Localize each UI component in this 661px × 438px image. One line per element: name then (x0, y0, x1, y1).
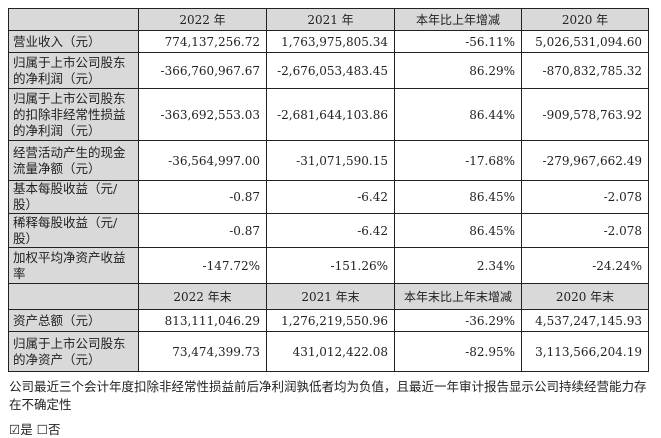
cell-value: -363,692,553.03 (138, 88, 267, 141)
cell-value: -870,832,785.32 (521, 52, 649, 89)
cell-value: -0.87 (138, 180, 267, 214)
cell-value: 86.44% (394, 88, 522, 141)
table-row: 营业收入（元） 774,137,256.72 1,763,975,805.34 -56… (8, 30, 649, 53)
row-label: 归属于上市公司股东的净利润（元） (8, 52, 139, 89)
cell-value: 5,026,531,094.60 (521, 30, 649, 53)
checked-box-icon[interactable]: ☑ (9, 422, 21, 437)
cell-value: -56.11% (394, 30, 522, 53)
cell-value: 431,012,422.08 (266, 331, 395, 372)
cell-value: -6.42 (266, 180, 395, 214)
column-header: 2021 年末 (266, 283, 395, 310)
cell-value: 86.45% (394, 213, 522, 248)
header-row: 2022 年末 2021 年末 本年末比上年末增减 2020 年末 (8, 283, 649, 310)
financial-data-table: 2022 年 2021 年本年比上年增减 2020 年营业收入（元） 774,137,… (8, 8, 649, 372)
cell-value: 4,537,247,145.93 (521, 309, 649, 332)
cell-value: -6.42 (266, 213, 395, 248)
cell-value: -147.72% (138, 247, 267, 284)
column-header: 本年末比上年末增减 (394, 283, 522, 310)
column-header: 2020 年末 (521, 283, 649, 310)
cell-value: 86.29% (394, 52, 522, 89)
column-header: 2022 年 (138, 8, 267, 31)
table-row: 稀释每股收益（元/股） -0.87 -6.42 86.45% -2.078 (8, 213, 649, 248)
cell-value: 73,474,399.73 (138, 331, 267, 372)
cell-value: 813,111,046.29 (138, 309, 267, 332)
cell-value: -24.24% (521, 247, 649, 284)
cell-value: -2,676,053,483.45 (266, 52, 395, 89)
yes-no-choice: ☑是 ☐否 (9, 419, 60, 438)
cell-value: 1,763,975,805.34 (266, 30, 395, 53)
cell-value: -31,071,590.15 (266, 140, 395, 181)
cell-value: -151.26% (266, 247, 395, 284)
cell-value: -2.078 (521, 180, 649, 214)
cell-value: 86.45% (394, 180, 522, 214)
cell-value: -0.87 (138, 213, 267, 248)
column-header: 2020 年 (521, 8, 649, 31)
cell-value: -909,578,763.92 (521, 88, 649, 141)
no-label: 否 (47, 422, 61, 437)
cell-value: 1,276,219,550.96 (266, 309, 395, 332)
cell-value: -17.68% (394, 140, 522, 181)
table-row: 加权平均净资产收益率 -147.72% -151.26% 2.34% -24.24% (8, 247, 649, 284)
row-label: 加权平均净资产收益率 (8, 247, 139, 284)
table-row: 基本每股收益（元/股） -0.87 -6.42 86.45% -2.078 (8, 180, 649, 214)
table-row: 归属于上市公司股东的扣除非经常性损益的净利润（元） -363,692,553.03… (8, 88, 649, 141)
header-row: 2022 年 2021 年本年比上年增减 2020 年 (8, 8, 649, 31)
cell-value: -36.29% (394, 309, 522, 332)
row-label: 归属于上市公司股东的净资产（元） (8, 331, 139, 372)
table-row: 归属于上市公司股东的净利润（元） -366,760,967.67 -2,676,05… (8, 52, 649, 89)
table-row: 归属于上市公司股东的净资产（元） 73,474,399.73 431,012,422… (8, 331, 649, 372)
row-label: 基本每股收益（元/股） (8, 180, 139, 214)
cell-value: -2.078 (521, 213, 649, 248)
column-header (8, 283, 139, 310)
cell-value: 774,137,256.72 (138, 30, 267, 53)
column-header: 本年比上年增减 (394, 8, 522, 31)
column-header (8, 8, 139, 31)
cell-value: -2,681,644,103.86 (266, 88, 395, 141)
row-label: 资产总额（元） (8, 309, 139, 332)
yes-label: 是 (20, 422, 33, 437)
cell-value: -279,967,662.49 (521, 140, 649, 181)
row-label: 经营活动产生的现金流量净额（元） (8, 140, 139, 181)
row-label: 归属于上市公司股东的扣除非经常性损益的净利润（元） (8, 88, 139, 141)
cell-value: -366,760,967.67 (138, 52, 267, 89)
cell-value: 2.34% (394, 247, 522, 284)
cell-value: -36,564,997.00 (138, 140, 267, 181)
column-header: 2022 年末 (138, 283, 267, 310)
table-row: 经营活动产生的现金流量净额（元） -36,564,997.00 -31,071,59… (8, 140, 649, 181)
column-header: 2021 年 (266, 8, 395, 31)
cell-value: 3,113,566,204.19 (521, 331, 649, 372)
cell-value: -82.95% (394, 331, 522, 372)
unchecked-box-icon[interactable]: ☐ (36, 422, 48, 437)
row-label: 稀释每股收益（元/股） (8, 213, 139, 248)
row-label: 营业收入（元） (8, 30, 139, 53)
table-row: 资产总额（元） 813,111,046.29 1,276,219,550.96 -36… (8, 309, 649, 332)
going-concern-note: 公司最近三个会计年度扣除非经常性损益前后净利润孰低者均为负值，且最近一年审计报告… (9, 379, 647, 412)
